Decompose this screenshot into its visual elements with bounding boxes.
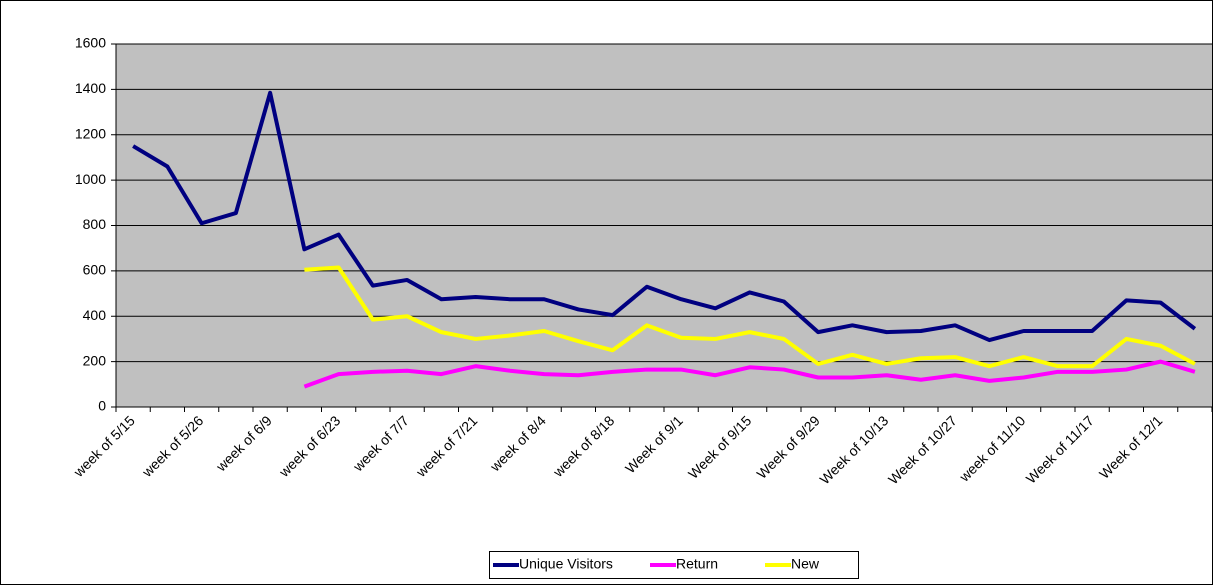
legend: Unique Visitors Return New <box>493 556 820 572</box>
y-tick-label: 1200 <box>75 125 106 141</box>
series-line <box>304 265 1196 369</box>
y-tick-label: 200 <box>83 352 107 368</box>
y-tick-label: 0 <box>98 398 106 414</box>
y-tick-label: 1000 <box>75 171 106 187</box>
legend-label: Return <box>676 556 718 572</box>
y-tick-label: 1400 <box>75 80 106 96</box>
y-tick-label: 800 <box>83 216 107 232</box>
legend-label: New <box>791 556 820 572</box>
series-line <box>132 90 1197 343</box>
y-tick-label: 400 <box>83 307 107 323</box>
lines <box>132 90 1197 389</box>
y-tick-label: 600 <box>83 262 107 278</box>
series-line <box>303 359 1196 389</box>
grid <box>116 43 1212 408</box>
y-tick-label: 1600 <box>75 35 106 51</box>
legend-label: Unique Visitors <box>519 556 613 572</box>
